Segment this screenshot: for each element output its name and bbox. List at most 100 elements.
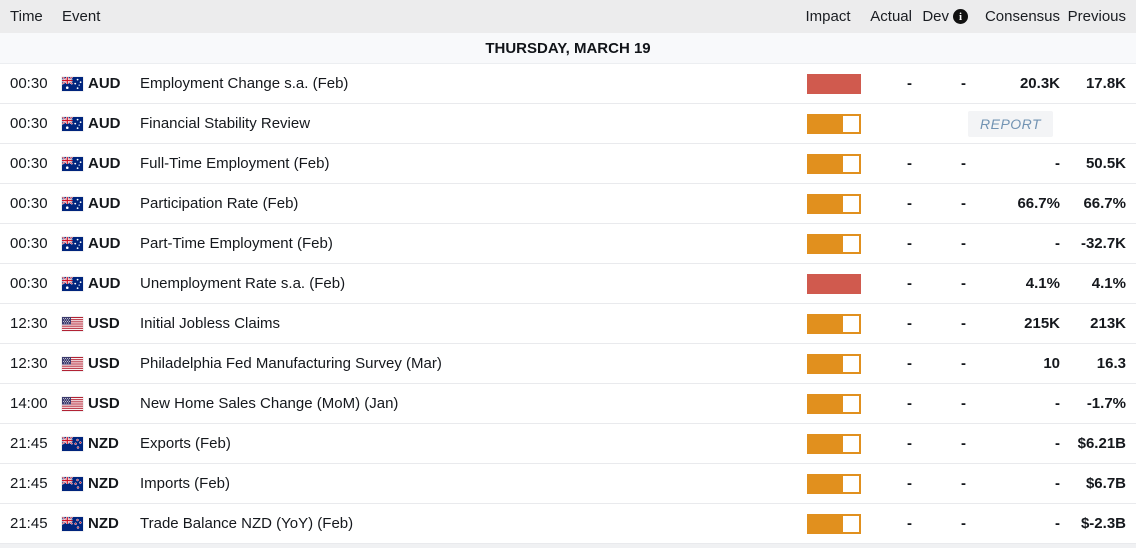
impact-bar-fill (809, 395, 843, 412)
consensus-value: - (1055, 435, 1060, 452)
event-name: New Home Sales Change (MoM) (Jan) (140, 395, 399, 412)
event-name: Philadelphia Fed Manufacturing Survey (M… (140, 355, 442, 372)
impact-bar (807, 273, 861, 294)
previous-value: -32.7K (1080, 235, 1126, 252)
deviation-value: - (961, 195, 966, 212)
deviation-value: - (961, 155, 966, 172)
previous-value: 66.7% (1083, 195, 1126, 212)
currency-flag (62, 276, 88, 291)
currency-code: NZD (88, 435, 119, 452)
column-header-consensus: Consensus (984, 8, 1060, 25)
impact-cell (794, 353, 862, 374)
actual-value: - (907, 235, 912, 252)
deviation-value: - (961, 75, 966, 92)
event-row[interactable]: 00:30 AUD Part-Time Employment (Feb) - -… (0, 224, 1136, 264)
event-name: Financial Stability Review (140, 115, 311, 132)
currency-flag (62, 356, 88, 371)
previous-value: 17.8K (1085, 75, 1126, 92)
event-row[interactable]: 12:30 USD Philadelphia Fed Manufacturing… (0, 344, 1136, 384)
deviation-value: - (961, 235, 966, 252)
event-row[interactable]: 00:30 AUD Full-Time Employment (Feb) - -… (0, 144, 1136, 184)
actual-value: - (907, 315, 912, 332)
currency-code: USD (88, 395, 120, 412)
previous-value: $6.21B (1077, 435, 1126, 452)
actual-value: - (907, 395, 912, 412)
impact-bar (807, 193, 861, 214)
event-time: 12:30 (10, 355, 48, 372)
currency-code: AUD (88, 155, 121, 172)
currency-flag (62, 116, 88, 131)
impact-bar (807, 473, 861, 494)
event-row[interactable]: 00:30 AUD Participation Rate (Feb) - - 6… (0, 184, 1136, 224)
previous-value: 4.1% (1091, 275, 1126, 292)
event-row[interactable]: 00:30 AUD Employment Change s.a. (Feb) -… (0, 64, 1136, 104)
event-row[interactable]: 21:45 NZD Imports (Feb) - - - $6.7B (0, 464, 1136, 504)
event-row[interactable]: 21:45 NZD Exports (Feb) - - - $6.21B (0, 424, 1136, 464)
column-header-impact: Impact (805, 8, 851, 25)
event-time: 14:00 (10, 395, 48, 412)
impact-bar (807, 353, 861, 374)
event-row[interactable]: 21:45 NZD Trade Balance NZD (YoY) (Feb) … (0, 504, 1136, 544)
actual-value: - (907, 475, 912, 492)
impact-bar-fill (809, 435, 843, 452)
currency-flag (62, 476, 88, 491)
event-time: 00:30 (10, 275, 48, 292)
currency-code: NZD (88, 475, 119, 492)
impact-cell (794, 393, 862, 414)
impact-bar-fill (809, 75, 859, 92)
event-time: 12:30 (10, 315, 48, 332)
united-states-flag-icon (62, 316, 83, 331)
currency-code: USD (88, 315, 120, 332)
previous-value: $6.7B (1085, 475, 1126, 492)
previous-value: -1.7% (1086, 395, 1126, 412)
currency-code: AUD (88, 115, 121, 132)
actual-value: - (907, 275, 912, 292)
impact-cell (794, 473, 862, 494)
impact-cell (794, 273, 862, 294)
currency-code: USD (88, 355, 120, 372)
event-time: 00:30 (10, 75, 48, 92)
impact-cell (794, 433, 862, 454)
actual-value: - (907, 435, 912, 452)
united-states-flag-icon (62, 396, 83, 411)
deviation-value: - (961, 315, 966, 332)
australia-flag-icon (62, 196, 83, 211)
deviation-value: - (961, 515, 966, 532)
impact-cell (794, 193, 862, 214)
australia-flag-icon (62, 276, 83, 291)
info-icon[interactable]: i (953, 9, 968, 24)
new-zealand-flag-icon (62, 516, 83, 531)
event-time: 00:30 (10, 115, 48, 132)
deviation-value: - (961, 395, 966, 412)
currency-flag (62, 76, 88, 91)
previous-value: 213K (1090, 315, 1126, 332)
report-badge[interactable]: REPORT (968, 110, 1054, 137)
consensus-value: 66.7% (1017, 195, 1060, 212)
currency-code: AUD (88, 275, 121, 292)
deviation-value: - (961, 355, 966, 372)
impact-bar-fill (809, 235, 843, 252)
event-row[interactable]: 00:30 AUD Financial Stability Review REP… (0, 104, 1136, 144)
currency-flag (62, 156, 88, 171)
event-time: 21:45 (10, 475, 48, 492)
impact-bar-fill (809, 315, 843, 332)
event-name: Employment Change s.a. (Feb) (140, 75, 349, 92)
impact-cell (794, 153, 862, 174)
impact-bar-fill (809, 515, 843, 532)
event-time: 21:45 (10, 435, 48, 452)
event-name: Initial Jobless Claims (140, 315, 281, 332)
event-name: Unemployment Rate s.a. (Feb) (140, 275, 346, 292)
australia-flag-icon (62, 116, 83, 131)
event-row[interactable]: 14:00 USD New Home Sales Change (MoM) (J… (0, 384, 1136, 424)
australia-flag-icon (62, 156, 83, 171)
currency-code: AUD (88, 75, 121, 92)
event-row[interactable]: 12:30 USD Initial Jobless Claims - - 215… (0, 304, 1136, 344)
currency-flag (62, 396, 88, 411)
event-rows: 00:30 AUD Employment Change s.a. (Feb) -… (0, 64, 1136, 544)
impact-bar (807, 513, 861, 534)
impact-bar-fill (809, 355, 843, 372)
consensus-value: - (1055, 515, 1060, 532)
event-row[interactable]: 00:30 AUD Unemployment Rate s.a. (Feb) -… (0, 264, 1136, 304)
consensus-value: - (1055, 155, 1060, 172)
